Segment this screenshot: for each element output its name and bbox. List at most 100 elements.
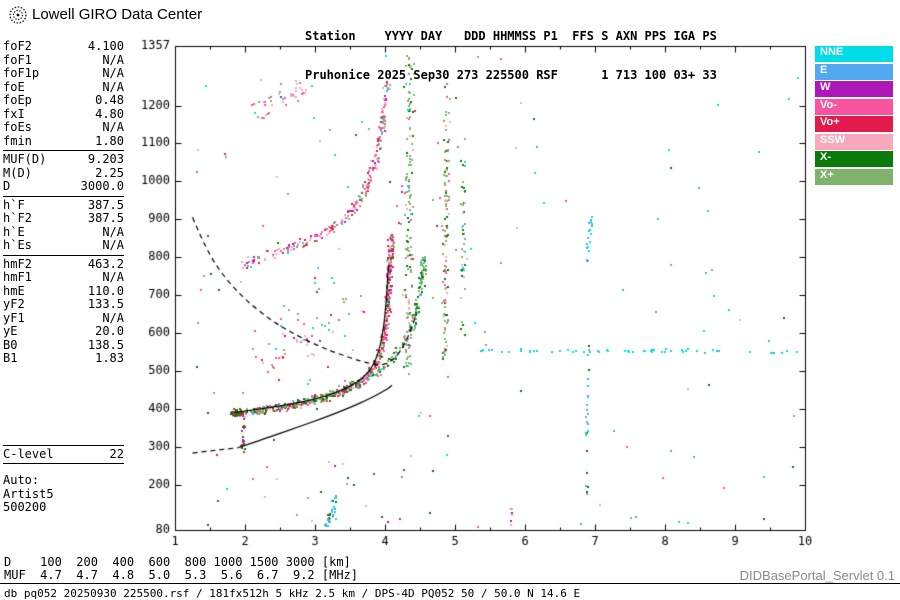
param-row: h`Es N/A: [3, 238, 124, 253]
param-value: 3000.0: [80, 179, 124, 193]
param-row: B0 138.5: [3, 337, 124, 353]
param-value: N/A: [102, 79, 124, 94]
param-value: 1.83: [95, 351, 124, 365]
panel-spacer: [3, 366, 124, 443]
footer-divider: [0, 583, 900, 584]
param-label: hmE: [3, 283, 25, 298]
param-row: yF1 N/A: [3, 310, 124, 326]
param-row: yE 20.0: [3, 324, 124, 339]
param-value: 387.5: [87, 211, 124, 225]
param-row: h`F2 387.5: [3, 211, 124, 226]
station-header: Station YYYY DAY DDD HHMMSS P1 FFS S AXN…: [305, 4, 717, 108]
param-label: yF2: [3, 297, 25, 311]
param-row: hmE 110.0: [3, 283, 124, 299]
param-value: N/A: [102, 66, 124, 80]
legend-item-W: W: [815, 81, 893, 97]
param-value: N/A: [102, 310, 124, 325]
param-label: B1: [3, 351, 18, 365]
param-value: 2.25: [95, 165, 124, 180]
param-value: N/A: [102, 270, 124, 284]
param-value: 1.80: [95, 133, 124, 148]
param-label: Artist5: [3, 486, 54, 501]
param-row: hmF2 463.2: [3, 256, 124, 272]
param-row: D 3000.0: [3, 179, 124, 194]
param-row: yF2 133.5: [3, 297, 124, 312]
legend-item-Vo+: Vo+: [815, 116, 893, 132]
param-label: fmin: [3, 133, 32, 148]
param-label: hmF2: [3, 256, 32, 271]
panel-divider: [3, 150, 124, 151]
param-label: yF1: [3, 310, 25, 325]
param-label: yE: [3, 324, 18, 338]
legend-item-NNE: NNE: [815, 46, 893, 62]
param-label: h`F: [3, 197, 25, 212]
param-row: C-level 22: [3, 446, 124, 462]
param-value: N/A: [102, 224, 124, 239]
param-row: MUF(D) 9.203: [3, 152, 124, 167]
legend-item-Vo-: Vo-: [815, 98, 893, 115]
param-label: foEp: [3, 93, 32, 107]
panel-divider: [3, 463, 124, 464]
param-value: 22: [109, 446, 124, 461]
param-label: fxI: [3, 106, 25, 121]
param-label: foF2: [3, 39, 32, 53]
param-value: 4.80: [95, 106, 124, 121]
record-info: db pq052 20250930 225500.rsf / 181fx512h…: [4, 587, 581, 600]
station-header-line1: Station YYYY DAY DDD HHMMSS P1 FFS S AXN…: [305, 29, 717, 43]
param-label: h`Es: [3, 238, 32, 252]
dmuf-table: D 100 200 400 600 800 1000 1500 3000 [km…: [4, 556, 358, 582]
station-header-line2: Pruhonice 2025 Sep30 273 225500 RSF 1 71…: [305, 68, 717, 82]
param-label: foE: [3, 79, 25, 94]
param-label: Auto:: [3, 473, 40, 487]
panel-divider: [3, 444, 124, 446]
param-label: B0: [3, 337, 18, 352]
param-row: 500200: [3, 500, 124, 515]
param-label: M(D): [3, 165, 32, 180]
servlet-version: DIDBasePortal_Servlet 0.1: [739, 568, 895, 583]
param-value: 463.2: [87, 256, 124, 271]
param-value: 387.5: [87, 197, 124, 212]
param-label: foF1: [3, 52, 32, 67]
brand-title: Lowell GIRO Data Center: [32, 6, 203, 23]
param-value: N/A: [102, 238, 124, 252]
param-row: Auto:: [3, 473, 124, 488]
param-label: MUF(D): [3, 152, 47, 166]
param-value: 4.100: [87, 39, 124, 53]
param-row: foE N/A: [3, 79, 124, 95]
param-value: 138.5: [87, 337, 124, 352]
param-label: 500200: [3, 500, 47, 514]
param-row: h`F 387.5: [3, 197, 124, 213]
param-label: C-level: [3, 446, 54, 461]
param-row: h`E N/A: [3, 224, 124, 240]
legend-item-SSW: SSW: [815, 133, 893, 150]
param-row: M(D) 2.25: [3, 165, 124, 181]
param-value: 0.48: [95, 93, 124, 107]
param-label: D: [3, 179, 11, 193]
param-value: 110.0: [87, 283, 124, 298]
panel-divider: [3, 254, 124, 256]
param-value: N/A: [102, 120, 124, 134]
param-label: h`F2: [3, 211, 32, 225]
param-value: 133.5: [87, 297, 124, 311]
param-row: foF1 N/A: [3, 52, 124, 68]
dmuf-row-D: D 100 200 400 600 800 1000 1500 3000 [km…: [4, 555, 351, 569]
param-row: B1 1.83: [3, 351, 124, 366]
param-row: hmF1 N/A: [3, 270, 124, 285]
param-row: foF1p N/A: [3, 66, 124, 81]
param-row: foEs N/A: [3, 120, 124, 135]
param-label: h`E: [3, 224, 25, 239]
legend-item-X-: X-: [815, 151, 893, 167]
param-row: foF2 4.100: [3, 39, 124, 54]
panel-divider: [3, 195, 124, 197]
param-row: Artist5: [3, 486, 124, 502]
param-row: fmin 1.80: [3, 133, 124, 149]
param-value: 9.203: [87, 152, 124, 166]
giro-logo-icon: [8, 5, 28, 25]
dmuf-row-MUF: MUF 4.7 4.7 4.8 5.0 5.3 5.6 6.7 9.2 [MHz…: [4, 568, 359, 582]
param-label: foEs: [3, 120, 32, 134]
param-row: foEp 0.48: [3, 93, 124, 108]
param-value: N/A: [102, 52, 124, 67]
param-label: hmF1: [3, 270, 32, 284]
legend-item-X+: X+: [815, 168, 893, 185]
